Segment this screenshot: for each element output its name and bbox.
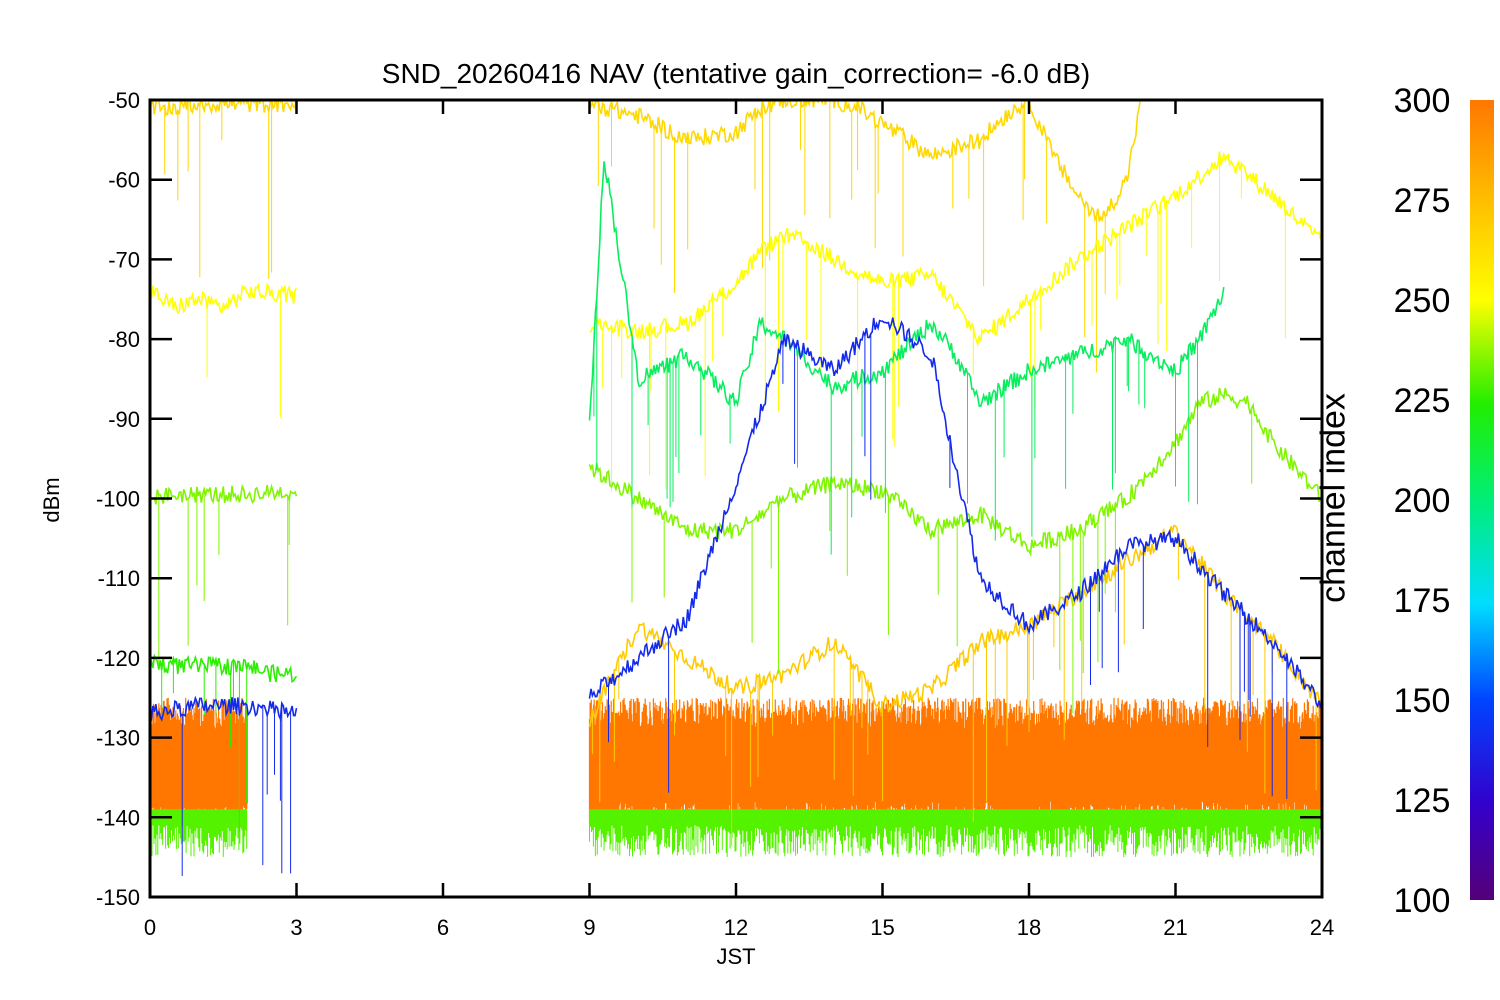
y-axis-label: dBm xyxy=(39,477,64,523)
y-tick-label: -110 xyxy=(98,566,140,591)
series-line xyxy=(150,317,1322,722)
series-line xyxy=(150,387,1322,557)
series-spikes xyxy=(181,333,1288,876)
series-spikes xyxy=(158,408,1253,714)
x-tick-label: 21 xyxy=(1163,915,1187,940)
series-fringe xyxy=(589,809,1322,858)
y-tick-label: -120 xyxy=(96,646,140,671)
x-axis-label: JST xyxy=(716,944,756,969)
series-6 xyxy=(588,161,1225,555)
series-1 xyxy=(588,524,1322,847)
chart-title: SND_20260416 NAV (tentative gain_correct… xyxy=(381,58,1091,89)
series-spikes xyxy=(591,537,1317,847)
colorbar-tick-label: 125 xyxy=(1394,782,1451,820)
series-0 xyxy=(150,697,1322,858)
x-tick-label: 12 xyxy=(724,915,748,940)
y-tick-label: -60 xyxy=(108,168,140,193)
y-tick-label: -80 xyxy=(108,327,140,352)
colorbar xyxy=(1470,100,1494,900)
series-line xyxy=(150,100,1141,223)
y-tick-label: -100 xyxy=(96,487,140,512)
x-tick-label: 9 xyxy=(583,915,595,940)
series-4 xyxy=(150,387,1322,714)
series-line xyxy=(588,161,1225,421)
y-tick-label: -70 xyxy=(108,247,140,272)
series-spikes xyxy=(164,100,1106,373)
series-spikes xyxy=(593,298,1198,555)
series-line xyxy=(150,151,1322,348)
x-tick-label: 6 xyxy=(437,915,449,940)
colorbar-tick-label: 275 xyxy=(1394,182,1451,220)
colorbar-tick-label: 175 xyxy=(1394,582,1451,620)
series-line xyxy=(588,524,1322,728)
x-tick-label: 15 xyxy=(870,915,894,940)
axes: 0 3 6 9 12 15 18 21 24 -50 -60 -70 -80 -90 -100 -110 -12… xyxy=(96,88,1334,940)
colorbar-label: channel index xyxy=(1314,393,1353,603)
x-tick-label: 3 xyxy=(290,915,302,940)
colorbar-ticks: 100 125 150 175 200 225 250 275 300 xyxy=(1394,82,1451,920)
series-spikes xyxy=(206,151,1286,492)
series-line xyxy=(150,653,298,683)
colorbar-tick-label: 300 xyxy=(1394,82,1451,120)
y-tick-label: -90 xyxy=(108,407,140,432)
colorbar-tick-label: 150 xyxy=(1394,682,1451,720)
x-tick-label: 0 xyxy=(144,915,156,940)
colorbar-tick-label: 250 xyxy=(1394,282,1451,320)
colorbar-tick-label: 225 xyxy=(1394,382,1451,420)
series-3 xyxy=(150,151,1322,492)
series-7 xyxy=(150,317,1322,876)
series-band xyxy=(588,697,1322,826)
y-tick-label: -130 xyxy=(96,726,140,751)
x-tick-label: 24 xyxy=(1310,915,1334,940)
data-layer xyxy=(150,100,1322,876)
y-tick-label: -140 xyxy=(96,805,140,830)
x-tick-label: 18 xyxy=(1017,915,1041,940)
series-2 xyxy=(150,100,1141,373)
series-band xyxy=(150,697,248,826)
y-tick-label: -150 xyxy=(96,885,140,910)
y-tick-label: -50 xyxy=(108,88,140,113)
colorbar-tick-label: 100 xyxy=(1394,882,1451,920)
colorbar-tick-label: 200 xyxy=(1394,482,1451,520)
